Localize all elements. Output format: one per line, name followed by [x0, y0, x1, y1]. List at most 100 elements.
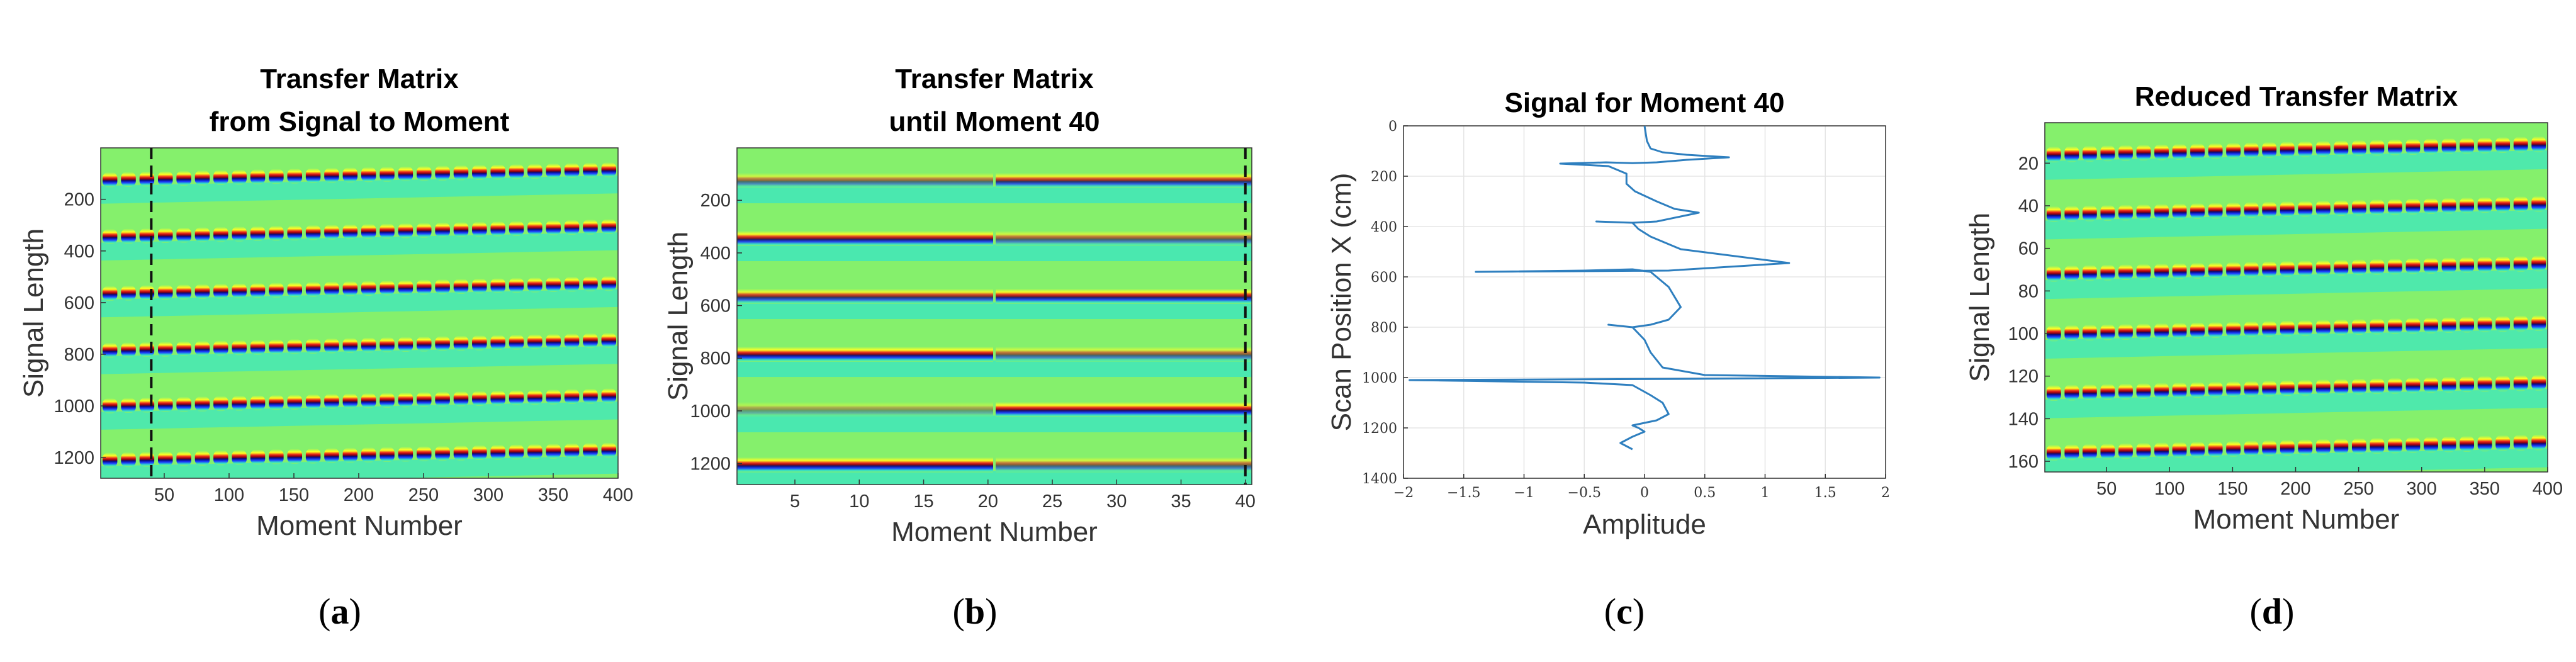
band-segment — [121, 228, 136, 244]
band-segment — [2334, 200, 2349, 216]
band-segment — [2388, 378, 2402, 394]
band-segment — [2046, 206, 2061, 222]
plot-frame — [100, 147, 619, 479]
band-segment — [2064, 384, 2079, 401]
band-segment — [2100, 264, 2115, 281]
band-segment-left — [737, 346, 993, 362]
band-segment — [2495, 316, 2511, 332]
band-segment — [2531, 196, 2546, 212]
x-tick-label: −1.5 — [1447, 485, 1480, 501]
band-segment — [453, 222, 469, 237]
band-segment — [2046, 384, 2061, 401]
band-segment — [324, 225, 339, 240]
caption-c: (c) — [1604, 591, 1645, 632]
band-segment — [527, 277, 543, 293]
y-tick-label: 140 — [2008, 409, 2039, 429]
band-segment — [102, 398, 118, 413]
band-segment — [2531, 434, 2546, 451]
band-segment-right — [996, 346, 1252, 362]
x-tick-label: 100 — [2154, 479, 2185, 499]
plot-frame — [736, 147, 1252, 485]
band-segment — [2154, 263, 2169, 279]
band-segment — [305, 281, 321, 297]
band-segment — [583, 333, 598, 349]
band-segment — [2082, 384, 2097, 400]
band-segment — [2262, 261, 2277, 278]
band-segment — [250, 395, 266, 410]
band-segment — [490, 390, 505, 406]
band-segment — [435, 166, 450, 181]
band-segment — [2334, 439, 2349, 455]
band-segment — [2460, 257, 2475, 273]
band-segment — [213, 227, 228, 242]
band-segment — [564, 220, 580, 235]
band-segment — [2441, 436, 2456, 452]
x-tick-label: 1.5 — [1814, 485, 1836, 501]
band-segment — [2441, 138, 2456, 154]
band-segment — [2172, 263, 2187, 279]
band-segment — [2118, 264, 2133, 281]
y-tick-label: 800 — [700, 349, 731, 369]
band-segment — [417, 279, 432, 295]
band-segment — [2405, 318, 2421, 334]
band-segment — [2424, 437, 2438, 453]
band-segment — [2226, 381, 2241, 397]
band-segment — [2441, 317, 2456, 333]
band-segment — [232, 283, 247, 298]
chart-subtitle: until Moment 40 — [889, 106, 1100, 137]
y-tick-label: 200 — [1371, 169, 1397, 185]
band-segment — [361, 223, 376, 239]
y-tick-label: 1400 — [1362, 471, 1397, 487]
band-segment-left — [737, 288, 993, 304]
band-segment — [2513, 196, 2528, 212]
band-segment — [250, 226, 266, 242]
band-segment — [2100, 443, 2115, 459]
band-segment — [417, 223, 432, 238]
band-segment — [2531, 374, 2546, 391]
x-tick-label: 50 — [154, 485, 174, 505]
band-segment — [2046, 266, 2061, 282]
band-segment — [158, 228, 173, 243]
band-segment — [213, 340, 228, 356]
band-halo — [2045, 329, 2548, 359]
heatmap-bands — [101, 162, 618, 478]
band-segment — [380, 447, 395, 462]
band-segment — [583, 442, 598, 458]
band-segment-right — [996, 457, 1252, 473]
chart-c: −2 −1.5 −1 −0.5 0 0.5 1 1.5 2 0 200 400 600 800 1000 12… — [1326, 87, 1890, 540]
band-segment-left — [737, 172, 993, 188]
band-segment — [2280, 320, 2295, 337]
band-segment — [2405, 258, 2421, 274]
band-segment — [102, 452, 118, 468]
band-segment — [213, 396, 228, 412]
band-segment — [2477, 197, 2492, 213]
x-tick-label: 10 — [849, 491, 869, 512]
band-segment — [176, 227, 191, 243]
band-segment — [305, 394, 321, 410]
x-tick-label: 350 — [2470, 479, 2500, 499]
band-segment — [435, 222, 450, 238]
band-segment — [2513, 137, 2528, 153]
band-segment — [287, 282, 302, 298]
band-segment — [2405, 377, 2421, 393]
band-segment — [2118, 323, 2133, 340]
y-tick-label: 800 — [1371, 320, 1397, 336]
band-segment — [2405, 437, 2421, 453]
band-segment — [232, 340, 247, 356]
band-segment — [417, 336, 432, 352]
band-segment — [2262, 320, 2277, 337]
band-segment — [2046, 325, 2061, 342]
band-segment — [342, 281, 358, 296]
band-segment — [250, 283, 266, 298]
band-segment — [2315, 320, 2331, 336]
x-tick-label: 200 — [2280, 479, 2310, 499]
band-segment — [2441, 257, 2456, 274]
band-segment — [2064, 444, 2079, 461]
y-tick-label: 1200 — [1362, 421, 1397, 437]
chart-subtitle: from Signal to Moment — [210, 106, 510, 137]
band-segment — [2100, 384, 2115, 400]
band-segment — [2351, 140, 2366, 156]
band-segment — [2370, 378, 2385, 395]
band-segment — [2441, 198, 2456, 214]
band-segment — [2262, 380, 2277, 396]
